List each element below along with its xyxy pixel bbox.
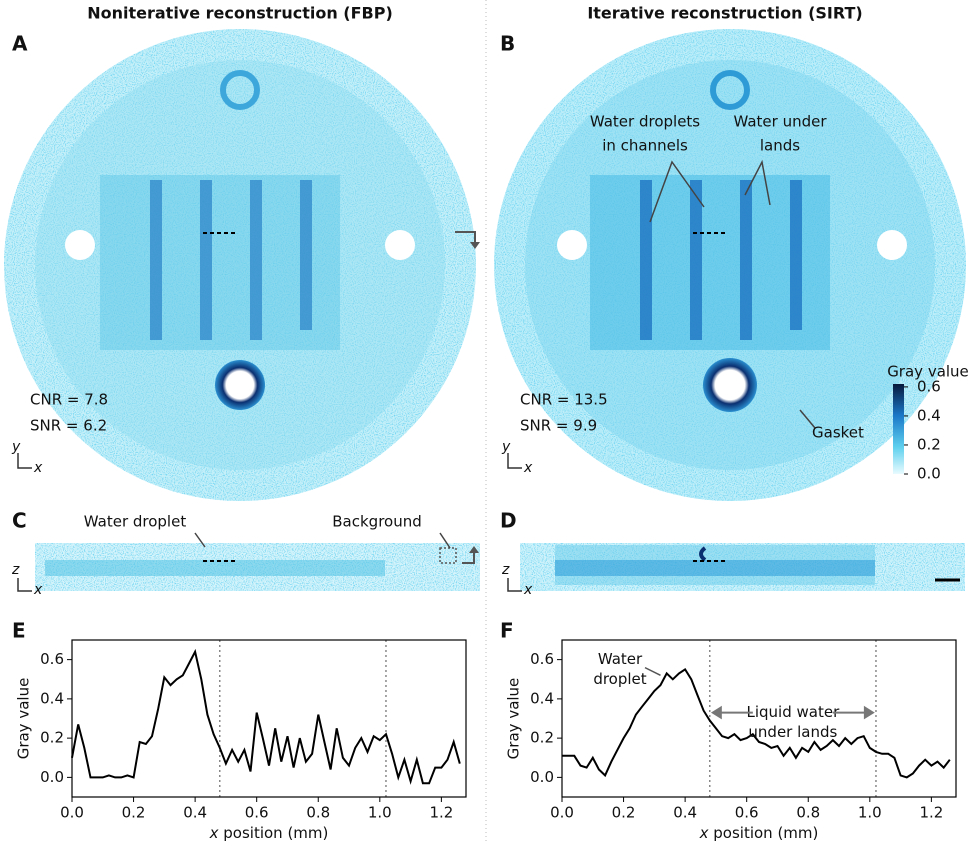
image-a bbox=[4, 29, 480, 501]
panel-title: Iterative reconstruction (SIRT) bbox=[587, 4, 862, 23]
y-tick-label: 0.6 bbox=[40, 650, 64, 668]
colorbar bbox=[893, 384, 904, 474]
image-b bbox=[494, 29, 966, 501]
x-tick-label: 1.2 bbox=[919, 804, 943, 822]
annotation: Water under bbox=[733, 113, 827, 131]
y-axis-label: Gray value bbox=[505, 678, 523, 760]
annotation: Liquid water bbox=[746, 703, 840, 721]
strip-c bbox=[35, 532, 480, 591]
colorbar-tick-label: 0.2 bbox=[917, 435, 941, 453]
panel-letter: A bbox=[12, 32, 28, 56]
axis-indicators bbox=[17, 453, 522, 592]
y-tick-label: 0.2 bbox=[40, 729, 64, 747]
y-tick-label: 0.6 bbox=[530, 650, 554, 668]
axis-letter: y bbox=[11, 439, 21, 455]
x-axis-var: x bbox=[699, 824, 709, 842]
x-tick-label: 0.6 bbox=[735, 804, 759, 822]
colorbar-tick-label: 0.0 bbox=[917, 465, 941, 483]
annotation: under lands bbox=[748, 723, 837, 741]
annotation: Water droplet bbox=[84, 513, 187, 531]
axis-letter: z bbox=[501, 562, 510, 578]
x-tick-label: 0.0 bbox=[60, 804, 84, 822]
x-tick-label: 0.4 bbox=[673, 804, 697, 822]
y-axis-label: Gray value bbox=[15, 678, 33, 760]
colorbar-tick-label: 0.4 bbox=[917, 406, 941, 424]
metric: CNR = 7.8 bbox=[30, 391, 108, 409]
annotation: Gasket bbox=[812, 424, 864, 442]
x-tick-label: 0.8 bbox=[796, 804, 820, 822]
x-tick-label: 0.8 bbox=[306, 804, 330, 822]
panel-title: Noniterative reconstruction (FBP) bbox=[87, 4, 393, 23]
axis-letter: x bbox=[523, 460, 533, 476]
y-tick-label: 0.2 bbox=[530, 729, 554, 747]
y-tick-label: 0.0 bbox=[40, 768, 64, 786]
x-axis-var: x bbox=[209, 824, 219, 842]
x-tick-label: 0.0 bbox=[550, 804, 574, 822]
annotation: Water droplets bbox=[590, 113, 700, 131]
panel-letter: E bbox=[12, 619, 26, 643]
annotation: Water bbox=[598, 650, 643, 668]
annotation: droplet bbox=[593, 670, 646, 688]
panel-letter: B bbox=[500, 32, 515, 56]
x-tick-label: 0.2 bbox=[612, 804, 636, 822]
metric: CNR = 13.5 bbox=[520, 391, 608, 409]
axis-letter: x bbox=[33, 460, 43, 476]
axis-letter: x bbox=[523, 582, 533, 598]
x-tick-label: 0.6 bbox=[245, 804, 269, 822]
y-tick-label: 0.4 bbox=[530, 689, 554, 707]
panel-letter: D bbox=[500, 509, 517, 533]
metric: SNR = 9.9 bbox=[520, 417, 597, 435]
annotation: in channels bbox=[602, 137, 688, 155]
colorbar-tick-label: 0.6 bbox=[917, 377, 941, 395]
line bbox=[562, 668, 951, 779]
arrow bbox=[832, 705, 875, 720]
axis-letter: z bbox=[11, 562, 20, 578]
plot-frame bbox=[71, 639, 467, 798]
x-tick-label: 0.4 bbox=[183, 804, 207, 822]
arrow bbox=[710, 705, 753, 720]
colorbar-label: Gray value bbox=[887, 363, 969, 381]
panel-letter: F bbox=[500, 619, 514, 643]
x-tick-label: 1.0 bbox=[858, 804, 882, 822]
line bbox=[71, 648, 461, 785]
x-axis-label: x position (mm) bbox=[699, 824, 819, 842]
annotation: lands bbox=[760, 137, 800, 155]
x-axis-unit: position (mm) bbox=[223, 824, 328, 842]
y-tick-label: 0.4 bbox=[40, 689, 64, 707]
metric: SNR = 6.2 bbox=[30, 417, 107, 435]
axis-letter: y bbox=[501, 439, 511, 455]
annotation-pointer bbox=[644, 666, 661, 676]
annotation: Background bbox=[332, 513, 422, 531]
strip-d bbox=[520, 543, 965, 591]
x-axis-unit: position (mm) bbox=[713, 824, 818, 842]
plot-frame bbox=[561, 639, 957, 798]
axis-letter: x bbox=[33, 582, 43, 598]
x-axis-label: x position (mm) bbox=[209, 824, 329, 842]
panel-letter: C bbox=[12, 509, 27, 533]
y-tick-label: 0.0 bbox=[530, 768, 554, 786]
x-tick-label: 1.2 bbox=[429, 804, 453, 822]
x-tick-label: 1.0 bbox=[368, 804, 392, 822]
x-tick-label: 0.2 bbox=[122, 804, 146, 822]
